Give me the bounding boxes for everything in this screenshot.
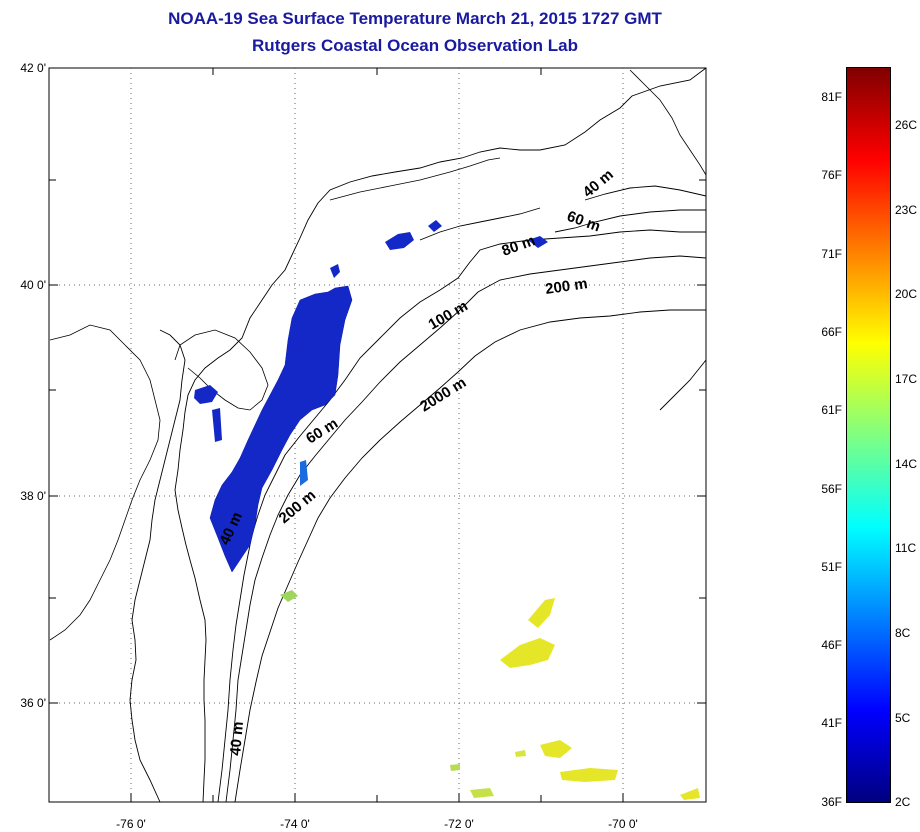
contour-label: 200 m — [544, 275, 588, 298]
inland-coast — [49, 324, 161, 641]
colorbar-label-f: 41F — [821, 716, 842, 730]
lon-label: -70 0' — [608, 817, 638, 831]
colorbar-label-f: 81F — [821, 90, 842, 104]
delaware-bay — [174, 329, 269, 411]
colorbar-label-f: 56F — [821, 482, 842, 496]
colorbar-label-f: 51F — [821, 560, 842, 574]
colorbar-label-c: 23C — [895, 203, 918, 217]
cape-cod — [629, 69, 707, 176]
long-island — [329, 157, 501, 201]
colorbar-label-c: 14C — [895, 457, 918, 471]
lon-label: -74 0' — [280, 817, 310, 831]
colorbar — [846, 67, 891, 803]
colorbar-label-c: 26C — [895, 118, 918, 132]
lon-label: -72 0' — [444, 817, 474, 831]
contour-label: 80 m — [500, 232, 538, 260]
colorbar-label-c: 2C — [895, 795, 911, 809]
colorbar-label-f: 71F — [821, 247, 842, 261]
sst-warm-water — [280, 590, 700, 800]
colorbar-label-c: 5C — [895, 711, 911, 725]
lat-label: 42 0' — [20, 61, 46, 75]
lat-label: 36 0' — [20, 696, 46, 710]
chesapeake-bay — [129, 329, 186, 803]
lat-label: 40 0' — [20, 278, 46, 292]
contour-label: 60 m — [565, 208, 603, 236]
colorbar-label-c: 20C — [895, 287, 918, 301]
sst-cold-water — [194, 220, 548, 573]
colorbar-label-f: 66F — [821, 325, 842, 339]
colorbar-label-c: 11C — [895, 541, 917, 555]
contour-label: 2000 m — [417, 374, 469, 415]
map-title: NOAA-19 Sea Surface Temperature March 21… — [168, 9, 662, 28]
colorbar-label-f: 36F — [821, 795, 842, 809]
contour-label: 60 m — [303, 415, 341, 448]
coastline — [174, 67, 707, 803]
contour-label: 40 m — [227, 721, 247, 757]
lat-label: 38 0' — [20, 489, 46, 503]
axis-ticks — [49, 68, 706, 802]
bathymetry-contours — [217, 185, 707, 803]
contour-label: 100 m — [426, 297, 471, 333]
colorbar-label-f: 76F — [821, 168, 842, 182]
colorbar-label-f: 46F — [821, 638, 842, 652]
lon-label: -76 0' — [116, 817, 146, 831]
map-subtitle: Rutgers Coastal Ocean Observation Lab — [252, 36, 578, 55]
colorbar-label-f: 61F — [821, 403, 842, 417]
colorbar-label-c: 17C — [895, 372, 918, 386]
colorbar-label-c: 8C — [895, 626, 911, 640]
